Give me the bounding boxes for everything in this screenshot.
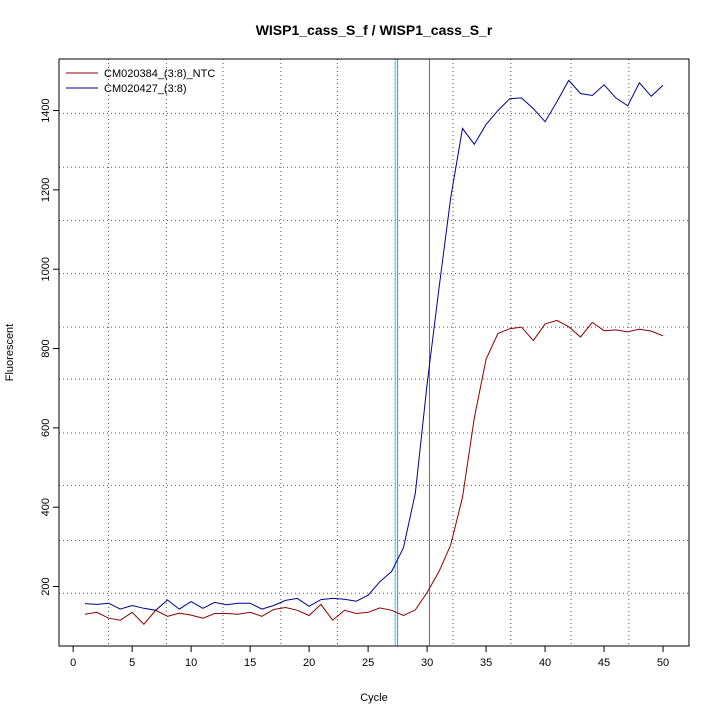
y-tick-label: 200 bbox=[40, 577, 52, 595]
series-line-1 bbox=[84, 319, 664, 625]
y-tick-label: 400 bbox=[40, 498, 52, 516]
x-tick-label: 20 bbox=[303, 657, 315, 669]
x-tick-label: 30 bbox=[421, 657, 433, 669]
y-tick-label: 800 bbox=[40, 339, 52, 357]
x-tick-label: 45 bbox=[598, 657, 610, 669]
plot-area-border bbox=[58, 58, 690, 647]
x-tick-label: 25 bbox=[362, 657, 374, 669]
y-tick-label: 1000 bbox=[40, 257, 52, 281]
y-tick-label: 1400 bbox=[40, 98, 52, 122]
x-tick-label: 5 bbox=[129, 657, 135, 669]
x-axis-label: Cycle bbox=[360, 692, 388, 704]
x-tick-label: 10 bbox=[185, 657, 197, 669]
x-axis: 0 5 10 15 20 25 30 35 40 45 50 bbox=[70, 646, 669, 669]
x-tick-label: 15 bbox=[244, 657, 256, 669]
legend: CM020384_(3:8)_NTC CM020427_(3:8) bbox=[66, 68, 215, 95]
x-tick-label: 0 bbox=[70, 657, 76, 669]
y-tick-label: 1200 bbox=[40, 178, 52, 202]
series-line-2 bbox=[84, 79, 664, 611]
x-tick-label: 50 bbox=[657, 657, 669, 669]
legend-label: CM020384_(3:8)_NTC bbox=[104, 68, 215, 80]
legend-label: CM020427_(3:8) bbox=[104, 83, 187, 95]
x-tick-label: 35 bbox=[480, 657, 492, 669]
series-lines bbox=[84, 79, 664, 625]
chart-title: WISP1_cass_S_f / WISP1_cass_S_r bbox=[256, 22, 493, 38]
y-axis: 200 400 600 800 1000 1200 1400 bbox=[40, 98, 59, 596]
y-axis-label: Fluorescent bbox=[4, 324, 16, 381]
grid-lines bbox=[59, 59, 689, 646]
y-tick-label: 600 bbox=[40, 419, 52, 437]
x-tick-label: 40 bbox=[539, 657, 551, 669]
threshold-lines bbox=[394, 59, 430, 646]
